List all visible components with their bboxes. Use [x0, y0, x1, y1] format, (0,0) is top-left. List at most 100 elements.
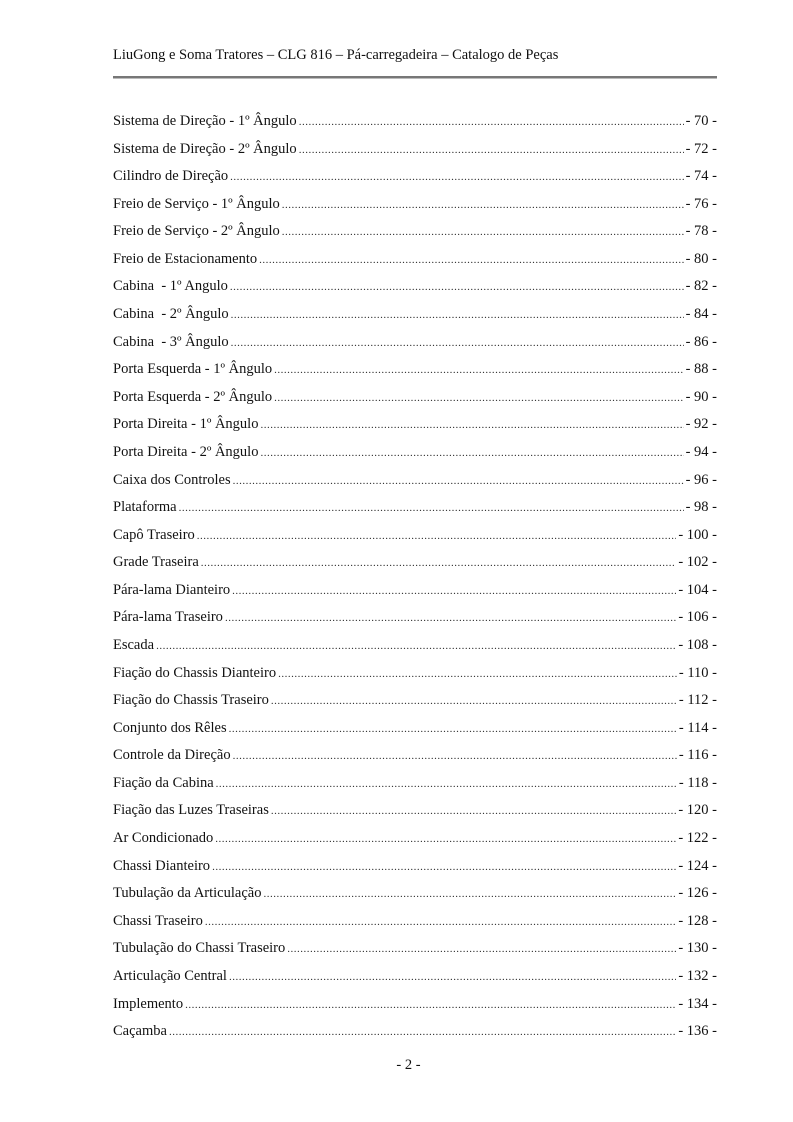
- toc-entry-label: Caçamba: [113, 1023, 167, 1040]
- toc-entry-page: - 100 -: [678, 526, 717, 543]
- toc-entry-page: - 96 -: [685, 471, 717, 488]
- dot-leader: [260, 419, 683, 431]
- toc-entry-label: Fiação das Luzes Traseiras: [113, 802, 269, 819]
- dot-leader: [212, 861, 676, 873]
- toc-entry[interactable]: Controle da Direção - 116 -: [113, 747, 717, 775]
- toc-entry-label: Pára-lama Traseiro: [113, 609, 223, 626]
- toc-entry[interactable]: Capô Traseiro - 100 -: [113, 527, 717, 555]
- toc-entry[interactable]: Escada - 108 -: [113, 637, 717, 665]
- toc-entry-page: - 86 -: [685, 333, 717, 350]
- toc-entry-page: - 110 -: [678, 664, 717, 681]
- toc-entry[interactable]: Cilindro de Direção - 74 -: [113, 168, 717, 196]
- toc-entry[interactable]: Porta Esquerda - 2º Ângulo - 90 -: [113, 389, 717, 417]
- toc-entry-page: - 126 -: [678, 885, 717, 902]
- toc-entry-label: Capô Traseiro: [113, 526, 195, 543]
- toc-entry[interactable]: Grade Traseira - 102 -: [113, 554, 717, 582]
- toc-entry-page: - 124 -: [678, 857, 717, 874]
- toc-entry-label: Controle da Direção: [113, 747, 231, 764]
- toc-entry-label: Cabina - 3º Ângulo: [113, 333, 229, 350]
- toc-entry[interactable]: Pára-lama Dianteiro - 104 -: [113, 582, 717, 610]
- page-number: - 2 -: [396, 1057, 421, 1073]
- toc-entry[interactable]: Tubulação do Chassi Traseiro - 130 -: [113, 940, 717, 968]
- dot-leader: [201, 557, 677, 569]
- toc-entry[interactable]: Fiação do Chassis Dianteiro - 110 -: [113, 665, 717, 693]
- toc-entry[interactable]: Cabina - 3º Ângulo - 86 -: [113, 334, 717, 362]
- toc-entry-label: Caixa dos Controles: [113, 471, 231, 488]
- toc-entry-label: Fiação da Cabina: [113, 774, 214, 791]
- dot-leader: [231, 337, 684, 349]
- toc-entry-label: Porta Direita - 1º Ângulo: [113, 416, 259, 433]
- toc-entry-label: Porta Esquerda - 2º Ângulo: [113, 388, 273, 405]
- dot-leader: [260, 447, 683, 459]
- toc-entry-label: Porta Esquerda - 1º Ângulo: [113, 361, 273, 378]
- toc-entry-page: - 120 -: [678, 802, 717, 819]
- toc-entry[interactable]: Chassi Traseiro - 128 -: [113, 913, 717, 941]
- dot-leader: [299, 116, 684, 128]
- toc-entry[interactable]: Fiação da Cabina - 118 -: [113, 775, 717, 803]
- toc-entry[interactable]: Chassi Dianteiro - 124 -: [113, 858, 717, 886]
- toc-entry[interactable]: Fiação das Luzes Traseiras - 120 -: [113, 802, 717, 830]
- toc-entry-label: Porta Direita - 2º Ângulo: [113, 443, 259, 460]
- toc-entry-page: - 102 -: [678, 554, 717, 571]
- toc-entry[interactable]: Sistema de Direção - 2º Ângulo - 72 -: [113, 141, 717, 169]
- toc-entry[interactable]: Fiação do Chassis Traseiro - 112 -: [113, 692, 717, 720]
- toc-entry-page: - 78 -: [685, 223, 717, 240]
- toc-entry-label: Fiação do Chassis Traseiro: [113, 692, 269, 709]
- toc-entry[interactable]: Implemento - 134 -: [113, 996, 717, 1024]
- dot-leader: [215, 833, 676, 845]
- toc-entry[interactable]: Tubulação da Articulação - 126 -: [113, 885, 717, 913]
- toc-entry[interactable]: Pára-lama Traseiro - 106 -: [113, 609, 717, 637]
- toc-entry-label: Implemento: [113, 995, 184, 1012]
- toc-entry-label: Freio de Estacionamento: [113, 250, 258, 267]
- dot-leader: [169, 1026, 676, 1038]
- toc-entry-page: - 90 -: [685, 388, 717, 405]
- toc-entry[interactable]: Freio de Estacionamento - 80 -: [113, 251, 717, 279]
- dot-leader: [185, 999, 676, 1011]
- toc-entry-page: - 108 -: [678, 636, 717, 653]
- toc-entry[interactable]: Cabina - 1º Angulo - 82 -: [113, 278, 717, 306]
- dot-leader: [229, 723, 677, 735]
- toc-entry-page: - 106 -: [678, 609, 717, 626]
- dot-leader: [282, 226, 684, 238]
- toc-entry-label: Freio de Serviço - 2º Ângulo: [113, 223, 280, 240]
- toc-entry-page: - 136 -: [678, 1023, 717, 1040]
- toc-entry[interactable]: Freio de Serviço - 2º Ângulo - 78 -: [113, 223, 717, 251]
- dot-leader: [259, 254, 683, 266]
- toc-entry-page: - 98 -: [685, 499, 717, 516]
- dot-leader: [179, 502, 684, 514]
- toc-entry[interactable]: Freio de Serviço - 1º Ângulo - 76 -: [113, 196, 717, 224]
- toc-entry[interactable]: Caixa dos Controles - 96 -: [113, 472, 717, 500]
- dot-leader: [287, 943, 676, 955]
- toc-entry-label: Freio de Serviço - 1º Ângulo: [113, 195, 280, 212]
- toc-entry[interactable]: Articulação Central - 132 -: [113, 968, 717, 996]
- toc-entry-page: - 128 -: [678, 912, 717, 929]
- toc-entry-page: - 92 -: [685, 416, 717, 433]
- dot-leader: [232, 585, 676, 597]
- toc-entry-page: - 70 -: [685, 113, 717, 129]
- toc-entry-label: Chassi Traseiro: [113, 912, 203, 929]
- dot-leader: [233, 750, 677, 762]
- toc-entry-label: Cabina - 1º Angulo: [113, 278, 228, 295]
- toc-entry[interactable]: Conjunto dos Rêles - 114 -: [113, 720, 717, 748]
- toc-entry[interactable]: Caçamba - 136 -: [113, 1023, 717, 1051]
- dot-leader: [278, 668, 677, 680]
- toc-entry[interactable]: Cabina - 2º Ângulo - 84 -: [113, 306, 717, 334]
- dot-leader: [216, 778, 677, 790]
- toc-entry-page: - 118 -: [678, 774, 717, 791]
- dot-leader: [274, 392, 683, 404]
- toc-entry-page: - 114 -: [678, 719, 717, 736]
- toc-entry[interactable]: Sistema de Direção - 1º Ângulo - 70 -: [113, 113, 717, 141]
- running-header: LiuGong e Soma Tratores – CLG 816 – Pá-c…: [113, 47, 559, 63]
- toc-entry-page: - 132 -: [678, 967, 717, 984]
- toc-entry[interactable]: Porta Direita - 1º Ângulo - 92 -: [113, 416, 717, 444]
- toc-entry-label: Pára-lama Dianteiro: [113, 581, 231, 598]
- toc-entry-label: Ar Condicionado: [113, 830, 214, 847]
- dot-leader: [197, 530, 677, 542]
- dot-leader: [282, 199, 684, 211]
- toc-entry[interactable]: Porta Direita - 2º Ângulo - 94 -: [113, 444, 717, 472]
- toc-entry-page: - 72 -: [685, 140, 717, 157]
- toc-entry[interactable]: Porta Esquerda - 1º Ângulo - 88 -: [113, 361, 717, 389]
- toc-entry[interactable]: Plataforma - 98 -: [113, 499, 717, 527]
- toc-entry-label: Sistema de Direção - 2º Ângulo: [113, 140, 297, 157]
- toc-entry[interactable]: Ar Condicionado - 122 -: [113, 830, 717, 858]
